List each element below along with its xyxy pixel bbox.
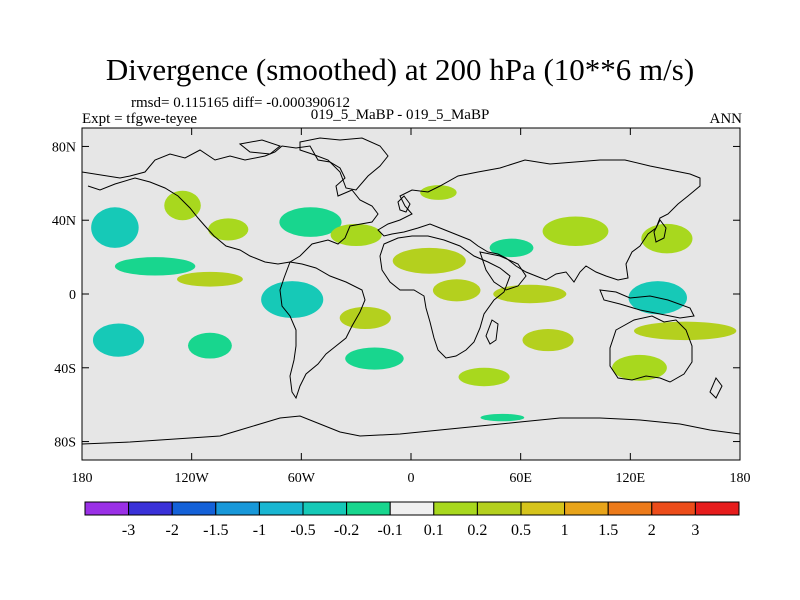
coastline-north-america: [82, 145, 379, 265]
region-central-pacific-tropics: [114, 257, 196, 276]
region-south-ocean-indian: [458, 367, 510, 387]
region-tibet: [542, 216, 609, 247]
y-tick-label: 0: [69, 288, 76, 303]
colorbar-swatch: [607, 501, 653, 516]
x-tick-label: 60W: [288, 471, 316, 486]
region-antarctic-margin: [480, 413, 525, 422]
coastline-eurasia: [377, 159, 701, 283]
region-s-pacific-central: [188, 332, 232, 359]
colorbar-swatch: [128, 501, 173, 516]
region-s-pacific-convergence: [633, 321, 737, 341]
region-west-pacific: [641, 223, 693, 254]
coastlines: [82, 137, 740, 445]
divergence-regions: [91, 185, 737, 422]
x-tick-label: 60E: [509, 471, 532, 486]
x-tick-label: 0: [408, 471, 415, 486]
y-tick-label: 80S: [54, 436, 76, 451]
colorbar-swatch: [476, 501, 522, 516]
colorbar-label: -0.2: [334, 522, 359, 539]
colorbar: -3 -2 -1.5 -1 -0.5 -0.2 -0.1 0.1 0.2 0.5 1 1.5 2 3: [84, 501, 740, 539]
coastline-new-zealand: [709, 377, 723, 399]
region-europe: [420, 185, 457, 200]
colorbar-swatch: [433, 501, 478, 516]
coastline-madagascar: [485, 319, 499, 345]
plot-title: Divergence (smoothed) at 200 hPa (10**6 …: [105, 52, 695, 87]
colorbar-swatch: [302, 501, 348, 516]
region-amazon: [261, 281, 324, 318]
colorbar-label: -0.1: [378, 522, 403, 539]
colorbar-label: -1: [253, 522, 266, 539]
colorbar-label: -3: [122, 522, 135, 539]
x-tick-label: 180: [730, 471, 751, 486]
coastline-indonesia: [599, 289, 695, 319]
region-south-ocean-atlantic: [345, 347, 404, 370]
colorbar-swatch: [171, 501, 217, 516]
period-label: ANN: [709, 111, 743, 127]
region-australia: [612, 354, 667, 381]
colorbar-swatch: [389, 501, 435, 516]
colorbar-swatch: [520, 501, 566, 516]
case-comparison-label: 019_5_MaBP - 019_5_MaBP: [310, 107, 490, 123]
map-axis-ticks: 180 120W 60W 0 60E 120E 180 80N 40N 0 40S 80S: [52, 128, 751, 486]
colorbar-swatch: [346, 501, 391, 516]
x-tick-label: 120W: [175, 471, 210, 486]
experiment-label: Expt = tfgwe-teyee: [82, 111, 198, 127]
region-n-pacific-west: [91, 207, 139, 248]
region-n-atlantic: [330, 223, 382, 247]
region-eq-pacific-east: [177, 271, 243, 287]
coastline-japan: [653, 219, 667, 243]
y-tick-label: 40N: [52, 214, 76, 229]
region-n-pacific-east: [164, 190, 201, 221]
colorbar-label: 0.1: [424, 522, 444, 539]
colorbar-label: 2: [648, 522, 656, 539]
colorbar-label: 0.5: [511, 522, 531, 539]
coastline-greenland: [299, 137, 389, 191]
colorbar-label: -1.5: [203, 522, 228, 539]
region-s-indian-ocean: [522, 329, 574, 352]
coastline-australia: [609, 315, 693, 383]
y-tick-label: 40S: [54, 362, 76, 377]
region-n-africa: [392, 247, 466, 274]
region-n-america-west: [208, 218, 249, 241]
coastline-arabia: [479, 251, 527, 291]
colorbar-swatch: [215, 501, 260, 516]
colorbar-swatch: [564, 501, 609, 516]
colorbar-swatch: [84, 501, 130, 516]
colorbar-label: 1: [561, 522, 569, 539]
region-n-america-east: [279, 207, 342, 237]
colorbar-label: -2: [166, 522, 179, 539]
coastline-south-america: [279, 261, 366, 400]
colorbar-swatch: [651, 501, 696, 516]
coastline-canadian-islands: [238, 139, 282, 155]
region-s-pacific-west: [92, 323, 145, 357]
rmsd-diff-stats: rmsd= 0.115165 diff= -0.000390612: [131, 95, 350, 111]
x-tick-label: 120E: [616, 471, 646, 486]
region-indian-ocean: [493, 284, 567, 304]
colorbar-label: 1.5: [598, 522, 618, 539]
coastline-africa: [379, 235, 511, 359]
colorbar-swatch: [694, 501, 740, 516]
region-arabia: [489, 238, 534, 258]
coastline-antarctica: [82, 415, 740, 445]
colorbar-label: -0.5: [290, 522, 315, 539]
region-s-atlantic: [339, 306, 391, 330]
x-tick-label: 180: [72, 471, 93, 486]
y-tick-label: 80N: [52, 140, 76, 155]
region-africa-central: [432, 279, 481, 302]
coastline-british-isles: [397, 195, 411, 213]
colorbar-swatch: [258, 501, 304, 516]
colorbar-label: 3: [691, 522, 699, 539]
colorbar-label: 0.2: [467, 522, 487, 539]
